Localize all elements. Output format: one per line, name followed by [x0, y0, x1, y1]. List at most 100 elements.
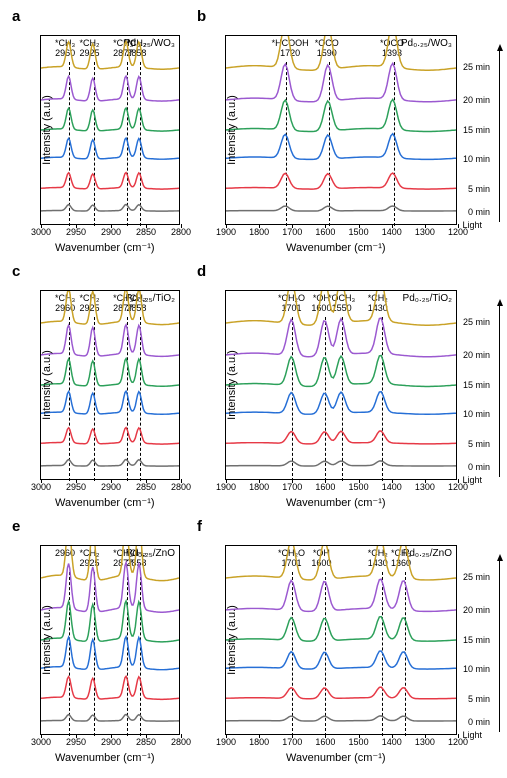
panel-label-f: f	[197, 518, 202, 535]
plot-area-d: Pd₀.₂₅/TiO₂19001800170016001500140013001…	[225, 290, 457, 480]
time-label: 15 min	[463, 635, 490, 645]
xtick-label: 1400	[382, 227, 402, 237]
xtick-label: 1300	[415, 482, 435, 492]
panel-label-a: a	[12, 8, 20, 25]
xtick-label: 1900	[216, 482, 236, 492]
xtick-label: 2900	[101, 227, 121, 237]
time-arrow	[499, 560, 500, 732]
spectrum-curve	[226, 134, 456, 160]
xtick-label: 2950	[66, 482, 86, 492]
xtick-label: 2800	[171, 737, 191, 747]
time-label: 5 min	[468, 439, 490, 449]
plot-area-a: Pd₀.₂₅/WO₃30002950290028502800*CH₃2960*C…	[40, 35, 180, 225]
spectrum-curve	[41, 291, 179, 325]
xtick-label: 1900	[216, 737, 236, 747]
xtick-label: 2850	[136, 227, 156, 237]
time-label: 0 min	[468, 207, 490, 217]
time-label: 10 min	[463, 154, 490, 164]
curves-svg	[226, 36, 456, 224]
spectrum-curve	[226, 173, 456, 189]
xtick-label: 1600	[315, 737, 335, 747]
time-label: 25 min	[463, 317, 490, 327]
panel-label-c: c	[12, 263, 20, 280]
time-label: 20 min	[463, 95, 490, 105]
x-axis-label: Wavenumber (cm⁻¹)	[55, 496, 155, 509]
xtick-label: 1700	[282, 227, 302, 237]
xtick-label: 3000	[31, 227, 51, 237]
xtick-label: 1700	[282, 737, 302, 747]
spectrum-curve	[226, 356, 456, 387]
time-arrow	[499, 50, 500, 222]
time-label: 10 min	[463, 664, 490, 674]
y-axis-label: Intensity (a.u.)	[226, 95, 238, 165]
xtick-label: 2900	[101, 482, 121, 492]
light-label: Light	[462, 220, 482, 230]
xtick-label: 1500	[349, 737, 369, 747]
spectrum-curve	[41, 391, 179, 414]
curves-svg	[226, 291, 456, 479]
time-label: 25 min	[463, 62, 490, 72]
xtick-label: 2800	[171, 227, 191, 237]
time-label: 5 min	[468, 184, 490, 194]
y-axis-label: Intensity (a.u.)	[41, 605, 53, 675]
xtick-label: 1500	[349, 227, 369, 237]
spectrum-curve	[41, 205, 179, 212]
time-label: 0 min	[468, 717, 490, 727]
x-axis-label: Wavenumber (cm⁻¹)	[55, 751, 155, 764]
spectrum-curve	[41, 428, 179, 445]
time-label: 20 min	[463, 605, 490, 615]
time-label: 15 min	[463, 125, 490, 135]
spectrum-curve	[226, 63, 456, 101]
y-axis-label: Intensity (a.u.)	[226, 605, 238, 675]
light-label: Light	[462, 475, 482, 485]
xtick-label: 2950	[66, 737, 86, 747]
spectrum-curve	[41, 76, 179, 101]
spectrum-curve	[41, 460, 179, 467]
xtick-label: 3000	[31, 482, 51, 492]
xtick-label: 1900	[216, 227, 236, 237]
xtick-label: 2850	[136, 737, 156, 747]
xtick-label: 1300	[415, 227, 435, 237]
curves-svg	[41, 546, 179, 734]
spectrum-curve	[226, 99, 456, 131]
spectrum-curve	[41, 138, 179, 159]
xtick-label: 1600	[315, 227, 335, 237]
x-axis-label: Wavenumber (cm⁻¹)	[286, 241, 386, 254]
time-label: 5 min	[468, 694, 490, 704]
spectrum-curve	[226, 318, 456, 357]
xtick-label: 1600	[315, 482, 335, 492]
xtick-label: 1500	[349, 482, 369, 492]
plot-area-c: Pd₀.₂₅/TiO₂30002950290028502800*CH₃2960*…	[40, 290, 180, 480]
xtick-label: 2900	[101, 737, 121, 747]
spectrum-curve	[226, 431, 456, 444]
spectrum-curve	[226, 687, 456, 699]
xtick-label: 1800	[249, 482, 269, 492]
spectrum-curve	[41, 715, 179, 722]
spectrum-curve	[41, 563, 179, 612]
spectrum-curve	[226, 392, 456, 415]
plot-area-f: Pd₀.₂₅/ZnO190018001700160015001400130012…	[225, 545, 457, 735]
xtick-label: 1800	[249, 737, 269, 747]
panel-label-e: e	[12, 518, 20, 535]
spectrum-curve	[41, 173, 179, 190]
time-label: 10 min	[463, 409, 490, 419]
time-label: 25 min	[463, 572, 490, 582]
panel-label-b: b	[197, 8, 206, 25]
y-axis-label: Intensity (a.u.)	[226, 350, 238, 420]
xtick-label: 3000	[31, 737, 51, 747]
curves-svg	[226, 546, 456, 734]
time-label: 20 min	[463, 350, 490, 360]
spectrum-curve	[41, 546, 179, 581]
curves-svg	[41, 291, 179, 479]
plot-area-e: Pd₀.₂₅/ZnO300029502900285028002960*CH₂29…	[40, 545, 180, 735]
spectrum-curve	[41, 676, 179, 699]
xtick-label: 1700	[282, 482, 302, 492]
spectrum-curve	[226, 617, 456, 642]
curves-svg	[41, 36, 179, 224]
spectrum-curve	[226, 716, 456, 721]
panel-label-d: d	[197, 263, 206, 280]
time-arrow	[499, 305, 500, 477]
light-label: Light	[462, 730, 482, 740]
x-axis-label: Wavenumber (cm⁻¹)	[55, 241, 155, 254]
xtick-label: 2850	[136, 482, 156, 492]
